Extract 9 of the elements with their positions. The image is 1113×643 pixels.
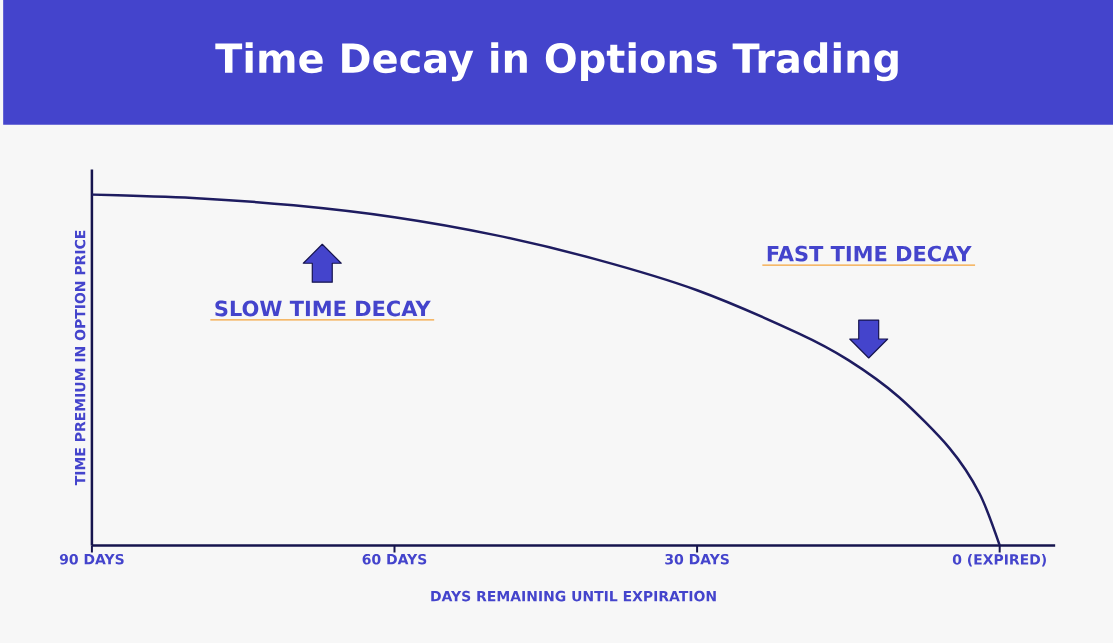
x-axis-title: DAYS REMAINING UNTIL EXPIRATION	[431, 590, 716, 602]
annotation: FAST TIME DECAY	[767, 245, 972, 262]
y-axis-title: TIME PREMIUM IN OPTION PRICE	[74, 230, 86, 486]
annotation: SLOW TIME DECAY	[215, 300, 431, 317]
chart-title: Time Decay in Options Trading	[215, 42, 898, 82]
x-tick-label: 30 DAYS	[665, 553, 729, 565]
x-tick-label: 90 DAYS	[59, 553, 124, 565]
x-tick-label: 0 (EXPIRED)	[952, 553, 1046, 567]
x-tick-label: 60 DAYS	[362, 553, 427, 565]
